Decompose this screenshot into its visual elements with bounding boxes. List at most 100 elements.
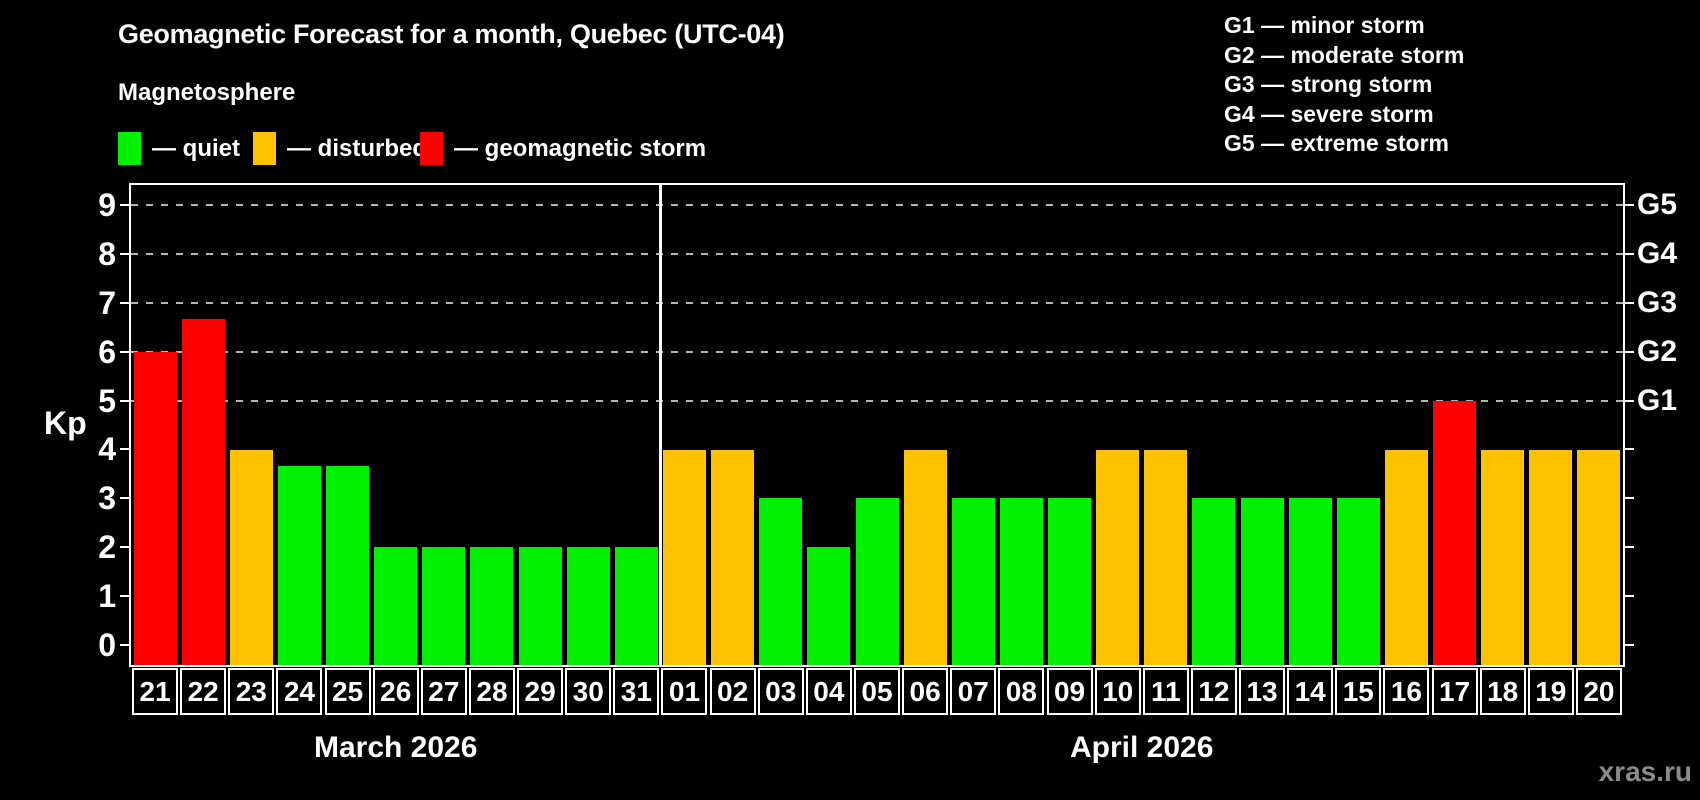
legend-item-storm: — geomagnetic storm [420, 132, 706, 165]
magnetosphere-label: Magnetosphere [118, 79, 296, 106]
day-label-20: 20 [1575, 668, 1622, 715]
right-tick-3 [1625, 497, 1634, 500]
day-label-13: 13 [1239, 668, 1286, 715]
day-label-02: 02 [709, 668, 756, 715]
bar-day-31 [614, 547, 658, 665]
right-tick-9 [1625, 203, 1634, 206]
month-label-1: April 2026 [1069, 731, 1214, 764]
day-label-31: 31 [613, 668, 660, 715]
bar-day-20 [1577, 449, 1621, 665]
y-tick-5 [120, 399, 129, 402]
y-tick-label-2: 2 [98, 529, 116, 566]
bar-day-06 [903, 449, 947, 665]
bar-day-12 [1192, 498, 1236, 665]
day-label-08: 08 [998, 668, 1045, 715]
day-label-05: 05 [854, 668, 900, 715]
g-axis-label-g1: G1 [1637, 383, 1678, 417]
day-label-16: 16 [1383, 668, 1430, 715]
g-scale-item-g2: G2 — moderate storm [1224, 41, 1465, 68]
right-tick-4 [1625, 448, 1634, 451]
y-tick-label-5: 5 [98, 382, 116, 419]
y-tick-0 [120, 644, 129, 647]
g-axis-label-g3: G3 [1637, 285, 1678, 319]
y-tick-label-8: 8 [98, 235, 116, 272]
gridline-kp-9 [131, 203, 1623, 206]
day-axis: 21 22 23 24 25 26 27 28 29 30 31 01 02 03 04 05 06 07 08 09… [131, 668, 1623, 715]
g-axis-label-g5: G5 [1637, 187, 1678, 221]
gridline-kp-8 [131, 252, 1623, 255]
day-label-09: 09 [1046, 668, 1093, 715]
y-tick-label-7: 7 [98, 284, 116, 321]
legend-item-disturbed: — disturbed [253, 132, 427, 165]
y-tick-3 [120, 497, 129, 500]
g-scale-legend: G1 — minor storm G2 — moderate storm G3 … [1224, 11, 1464, 159]
bar-day-10 [1096, 449, 1140, 665]
right-tick-1 [1625, 595, 1634, 598]
day-label-28: 28 [468, 668, 515, 715]
day-label-10: 10 [1094, 668, 1141, 715]
day-label-26: 26 [372, 668, 419, 715]
bar-day-27 [422, 547, 466, 665]
bar-day-23 [229, 449, 273, 665]
bar-day-28 [470, 547, 514, 665]
month-labels: March 2026 April 2026 [0, 731, 1700, 773]
y-tick-label-4: 4 [98, 431, 116, 468]
bar-day-07 [951, 498, 995, 665]
month-divider [658, 185, 662, 665]
g-axis-label-g2: G2 [1637, 334, 1678, 368]
bar-day-09 [1048, 498, 1092, 665]
g-scale-item-g4: G4 — severe storm [1224, 100, 1434, 127]
legend-label-storm: — geomagnetic storm [454, 134, 707, 162]
bar-day-26 [374, 547, 418, 665]
day-label-03: 03 [757, 668, 804, 715]
day-label-12: 12 [1190, 668, 1237, 715]
bar-day-30 [566, 547, 610, 665]
bar-day-15 [1336, 498, 1380, 665]
g-scale-item-g1: G1 — minor storm [1224, 12, 1425, 38]
y-tick-label-1: 1 [98, 578, 116, 615]
day-label-27: 27 [420, 668, 467, 715]
bar-day-19 [1529, 449, 1573, 665]
day-label-25: 25 [324, 668, 371, 715]
g-scale-item-g5: G5 — extreme storm [1224, 130, 1449, 156]
bar-day-04 [807, 547, 851, 665]
day-label-29: 29 [517, 668, 564, 715]
bar-day-18 [1481, 449, 1525, 665]
right-tick-8 [1625, 252, 1634, 255]
bar-day-14 [1288, 498, 1332, 665]
day-label-04: 04 [805, 668, 852, 715]
bar-day-21 [133, 351, 177, 665]
bar-day-17 [1433, 400, 1477, 665]
watermark: xras.ru [1598, 756, 1692, 787]
legend-label-quiet: — quiet [152, 134, 240, 162]
y-tick-9 [120, 203, 129, 206]
day-label-23: 23 [228, 668, 275, 715]
y-tick-label-3: 3 [98, 480, 116, 517]
bar-day-24 [277, 465, 321, 665]
day-label-01: 01 [661, 668, 708, 715]
y-tick-6 [120, 350, 129, 353]
bar-day-08 [999, 498, 1043, 665]
day-label-15: 15 [1335, 668, 1382, 715]
gridline-kp-6 [131, 350, 1623, 353]
bar-day-05 [855, 498, 899, 665]
day-label-17: 17 [1431, 668, 1478, 715]
storm-color-swatch [420, 132, 443, 165]
right-tick-7 [1625, 301, 1634, 304]
bar-day-02 [711, 449, 755, 665]
bar-day-03 [759, 498, 803, 665]
day-label-06: 06 [902, 668, 949, 715]
bar-day-25 [326, 465, 370, 665]
day-label-18: 18 [1479, 668, 1526, 715]
chart-title: Geomagnetic Forecast for a month, Quebec… [118, 19, 785, 49]
y-tick-1 [120, 595, 129, 598]
legend-label-disturbed: — disturbed [287, 134, 428, 162]
g-axis-label-g4: G4 [1637, 236, 1678, 270]
day-label-07: 07 [950, 668, 997, 715]
y-tick-2 [120, 546, 129, 549]
y-tick-label-6: 6 [98, 333, 116, 370]
bar-day-29 [518, 547, 562, 665]
right-tick-5 [1625, 399, 1634, 402]
y-tick-label-0: 0 [98, 627, 116, 664]
